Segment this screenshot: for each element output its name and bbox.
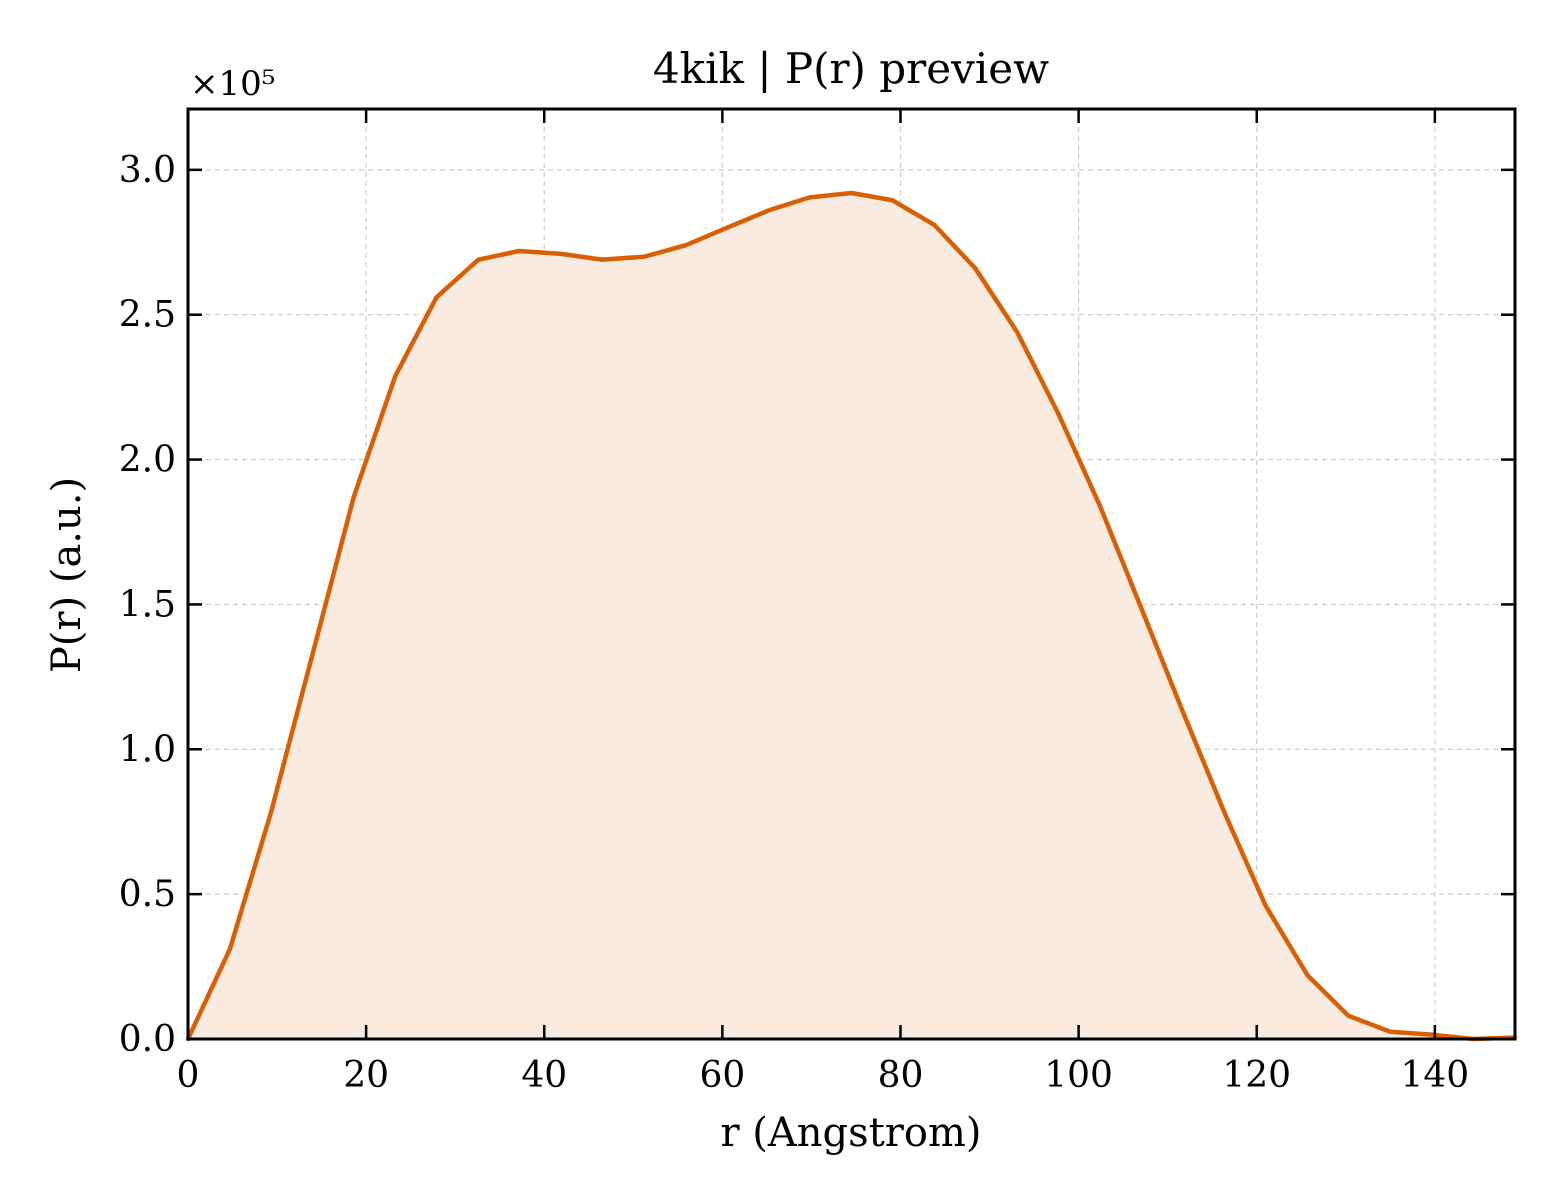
x-tick-label: 20 xyxy=(343,1055,389,1096)
pr-series-line xyxy=(185,190,1518,1042)
chart-title: 4kik | P(r) preview xyxy=(653,44,1049,93)
axis-ticks: 0 20 40 60 80 100 120 140 0.0 0.5 1.0 1.5 2.0 2.5 3.0 xyxy=(119,109,1515,1096)
x-tick-label: 60 xyxy=(699,1055,745,1096)
x-tick-label: 140 xyxy=(1400,1055,1469,1096)
x-tick-label: 100 xyxy=(1044,1055,1113,1096)
y-tick-label: 0.5 xyxy=(119,874,176,915)
y-tick-label: 2.0 xyxy=(119,440,176,481)
y-tick-label: 2.5 xyxy=(119,295,176,336)
x-tick-label: 80 xyxy=(878,1055,924,1096)
x-tick-label: 40 xyxy=(521,1055,567,1096)
y-tick-label: 3.0 xyxy=(119,150,176,191)
x-axis-title: r (Angstrom) xyxy=(720,1110,981,1156)
y-tick-label: 1.0 xyxy=(119,729,176,770)
y-axis-title: P(r) (a.u.) xyxy=(44,477,90,673)
y-tick-label: 0.0 xyxy=(119,1019,176,1060)
x-tick-label: 120 xyxy=(1222,1055,1291,1096)
x-tick-label: 0 xyxy=(177,1055,200,1096)
y-tick-label: 1.5 xyxy=(119,584,176,625)
plot-frame xyxy=(186,107,1517,1041)
pr-area-fill xyxy=(188,193,1515,1039)
y-multiplier-label: ×10⁵ xyxy=(190,64,275,104)
